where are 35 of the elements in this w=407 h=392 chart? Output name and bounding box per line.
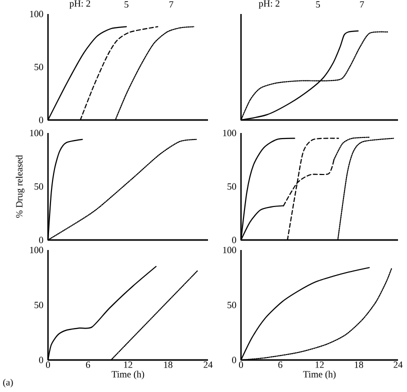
y-tick-label: 50: [34, 183, 44, 190]
text: 7: [360, 1, 364, 8]
y-tick-label: 0: [39, 116, 44, 124]
y-tick-label: 100: [30, 246, 44, 254]
y-axis-title: % Drug released: [16, 155, 24, 218]
text: (a): [3, 378, 13, 388]
x-tick-label: 12: [124, 362, 132, 368]
y-tick-label: 50: [228, 183, 236, 190]
y-tick-label: 0: [232, 236, 236, 244]
x-tick-label: 0: [238, 362, 244, 368]
y-tick-label: 50: [228, 302, 236, 308]
x-tick-label: 6: [86, 362, 90, 368]
x-tick-label: 12: [316, 362, 324, 368]
x-tick-label: 24: [204, 362, 213, 368]
x-tick-label: 0: [46, 362, 50, 368]
x-tick-label: 18: [164, 362, 172, 368]
y-tick-label: 100: [30, 130, 44, 136]
text: 5: [316, 1, 320, 8]
y-tick-label: 0: [39, 356, 44, 364]
text: 7: [169, 1, 174, 8]
y-tick-label: 100: [223, 130, 236, 136]
x-tick-label: 18: [354, 362, 364, 368]
text: 5: [124, 1, 128, 8]
y-tick-label: 0: [39, 236, 44, 244]
x-axis-title: Time (h): [112, 370, 144, 380]
x-axis-title: Time (h): [303, 370, 336, 380]
y-tick-label: 50: [34, 64, 44, 70]
x-tick-label: 6: [278, 362, 282, 368]
y-tick-label: 50: [34, 302, 44, 308]
y-tick-label: 100: [223, 246, 236, 254]
text: pH: 2: [258, 0, 280, 9]
x-tick-label: 24: [394, 362, 403, 368]
text: pH: 2: [70, 0, 90, 9]
y-tick-label: 100: [30, 10, 44, 18]
y-tick-label: 0: [232, 356, 236, 364]
